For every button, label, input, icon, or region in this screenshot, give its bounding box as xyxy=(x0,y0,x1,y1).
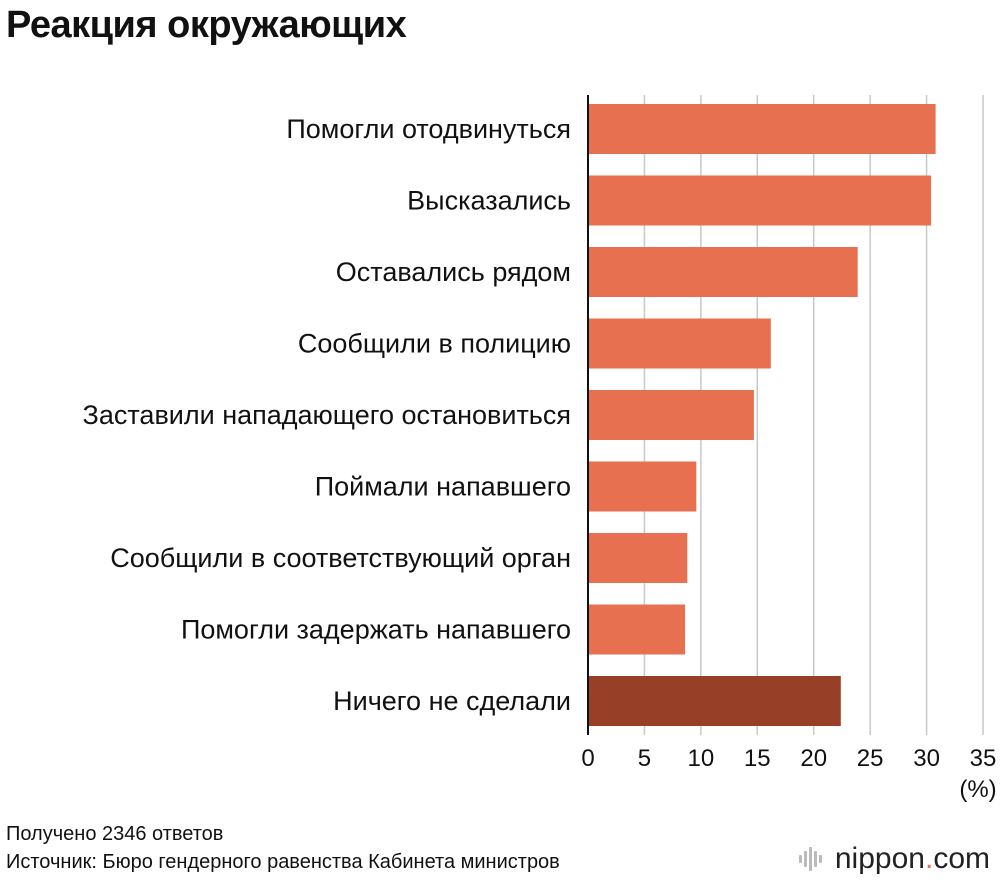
category-label-7: Помогли задержать напавшего xyxy=(181,615,571,645)
category-label-4: Заставили нападающего остановиться xyxy=(83,400,571,430)
brand-logo: nippon.com xyxy=(797,842,990,876)
category-label-3: Сообщили в полицию xyxy=(298,329,571,359)
chart-title: Реакция окружающих xyxy=(6,4,407,46)
bar-5 xyxy=(588,461,697,512)
category-label-6: Сообщили в соответствующий орган xyxy=(110,543,571,573)
source-note: Источник: Бюро гендерного равенства Каби… xyxy=(6,851,560,873)
category-label-1: Высказались xyxy=(407,186,571,216)
category-label-2: Оставались рядом xyxy=(336,257,571,287)
x-tick-label-35: 35 xyxy=(970,745,997,772)
x-axis-unit-label: (%) xyxy=(959,776,996,803)
x-tick-label-15: 15 xyxy=(744,745,771,772)
bar-6 xyxy=(588,533,688,583)
bar-0 xyxy=(588,104,936,154)
responses-note: Получено 2346 ответов xyxy=(6,823,224,845)
bar-3 xyxy=(588,318,771,369)
bar-chart: Помогли отодвинуться Высказались Оставалис… xyxy=(83,95,997,803)
bar-2 xyxy=(588,247,858,297)
bar-8 xyxy=(588,676,841,726)
brand-name: nippon.com xyxy=(835,842,990,876)
category-label-8: Ничего не сделали xyxy=(333,686,571,716)
x-tick-label-5: 5 xyxy=(638,745,651,772)
bar-7 xyxy=(588,604,686,655)
nippon-sunburst-logo-icon xyxy=(798,847,822,871)
x-tick-label-10: 10 xyxy=(688,745,715,772)
x-tick-label-0: 0 xyxy=(581,745,594,772)
x-tick-label-30: 30 xyxy=(913,745,940,772)
category-label-0: Помогли отодвинуться xyxy=(286,114,571,144)
brand-name-dot: . xyxy=(924,842,934,875)
bar-4 xyxy=(588,390,754,440)
brand-name-start: nippon xyxy=(834,842,925,875)
x-tick-label-25: 25 xyxy=(857,745,884,772)
chart-footer: Получено 2346 ответов Источник: Бюро ген… xyxy=(6,820,560,876)
brand-name-end: com xyxy=(933,842,990,875)
category-label-5: Поймали напавшего xyxy=(315,472,571,502)
bar-1 xyxy=(588,175,932,226)
x-tick-label-20: 20 xyxy=(800,745,827,772)
